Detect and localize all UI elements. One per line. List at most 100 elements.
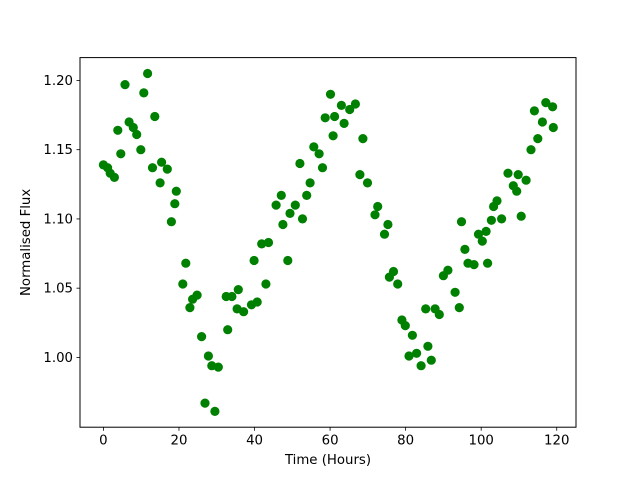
x-tick-label: 120: [544, 434, 569, 449]
data-point: [529, 106, 540, 116]
data-point: [497, 214, 507, 224]
data-point: [309, 142, 319, 152]
data-point: [132, 129, 142, 140]
data-point: [345, 104, 355, 115]
y-tick-label: 1.15: [43, 143, 73, 158]
data-point: [362, 178, 373, 188]
y-tick-label: 1.05: [43, 282, 73, 297]
data-point: [450, 287, 460, 297]
data-point: [252, 297, 262, 307]
data-point: [192, 290, 202, 300]
data-point: [416, 361, 426, 371]
data-point: [454, 303, 464, 313]
data-point: [249, 255, 259, 266]
data-point: [400, 321, 410, 331]
data-point: [128, 122, 138, 133]
data-point: [223, 325, 233, 335]
data-point: [548, 122, 558, 133]
data-point: [136, 145, 146, 155]
data-point: [227, 291, 237, 302]
data-point: [261, 279, 271, 289]
data-point: [339, 118, 349, 128]
data-point: [283, 255, 293, 266]
x-tick-label: 60: [322, 434, 339, 449]
data-point: [290, 200, 300, 210]
data-point: [460, 244, 470, 254]
data-point: [150, 111, 160, 122]
data-point: [336, 100, 346, 110]
data-point: [285, 208, 295, 218]
data-point: [200, 398, 210, 408]
data-point: [370, 210, 380, 220]
data-point: [358, 134, 368, 144]
data-point: [412, 348, 422, 358]
y-tick-label: 1.10: [43, 212, 73, 227]
data-point: [197, 332, 207, 342]
data-point: [278, 219, 288, 230]
data-point: [162, 164, 172, 174]
y-axis-label: Normalised Flux: [19, 189, 34, 296]
data-point: [317, 163, 328, 173]
data-point: [537, 117, 548, 127]
data-point: [330, 111, 340, 122]
data-point: [434, 309, 444, 320]
data-point: [325, 89, 336, 99]
axis-ticks: 0 20 40 60 80 100 120 1.00 1.05 1.10 1.15 1.20: [43, 74, 569, 449]
data-point: [276, 190, 286, 200]
data-point: [263, 237, 274, 248]
data-point: [503, 168, 513, 178]
data-point: [516, 211, 526, 221]
y-tick-label: 1.00: [43, 351, 73, 366]
x-tick-label: 20: [171, 434, 188, 449]
data-point: [305, 178, 315, 188]
data-point: [521, 175, 531, 185]
data-point: [302, 190, 312, 200]
data-point: [483, 258, 493, 268]
data-point: [178, 279, 188, 289]
data-point: [350, 99, 360, 109]
x-tick-label: 100: [468, 434, 493, 449]
data-point: [477, 236, 487, 246]
data-point: [421, 304, 431, 314]
plot-frame: [79, 57, 577, 428]
data-point: [355, 170, 365, 180]
data-point: [116, 149, 126, 159]
data-point: [166, 217, 176, 227]
data-point: [239, 307, 249, 317]
data-point: [526, 145, 536, 155]
y-tick-label: 1.20: [43, 74, 73, 89]
data-point: [481, 226, 491, 236]
data-point: [143, 68, 153, 79]
data-point: [383, 219, 393, 230]
data-point: [210, 406, 220, 416]
x-axis-label: Time (Hours): [284, 453, 371, 468]
x-tick-label: 80: [397, 434, 414, 449]
data-point: [181, 258, 191, 268]
data-point: [203, 351, 213, 361]
data-point: [469, 260, 479, 270]
data-point: [404, 351, 414, 361]
data-point: [486, 215, 496, 225]
data-point: [295, 158, 305, 169]
data-point: [109, 172, 119, 182]
data-point: [328, 131, 338, 141]
data-point: [314, 149, 324, 159]
data-point: [271, 200, 281, 210]
data-point: [548, 102, 558, 112]
x-tick-label: 0: [99, 434, 107, 449]
data-point: [297, 214, 308, 224]
data-point: [423, 341, 433, 351]
data-point: [320, 113, 330, 123]
data-point: [492, 196, 502, 206]
data-point: [139, 88, 149, 98]
data-point: [473, 229, 484, 239]
data-point: [373, 201, 383, 212]
data-point: [533, 134, 543, 144]
data-point: [426, 355, 436, 365]
data-point: [512, 186, 522, 196]
data-point: [513, 170, 523, 180]
data-point: [407, 330, 417, 340]
data-point: [213, 362, 223, 372]
